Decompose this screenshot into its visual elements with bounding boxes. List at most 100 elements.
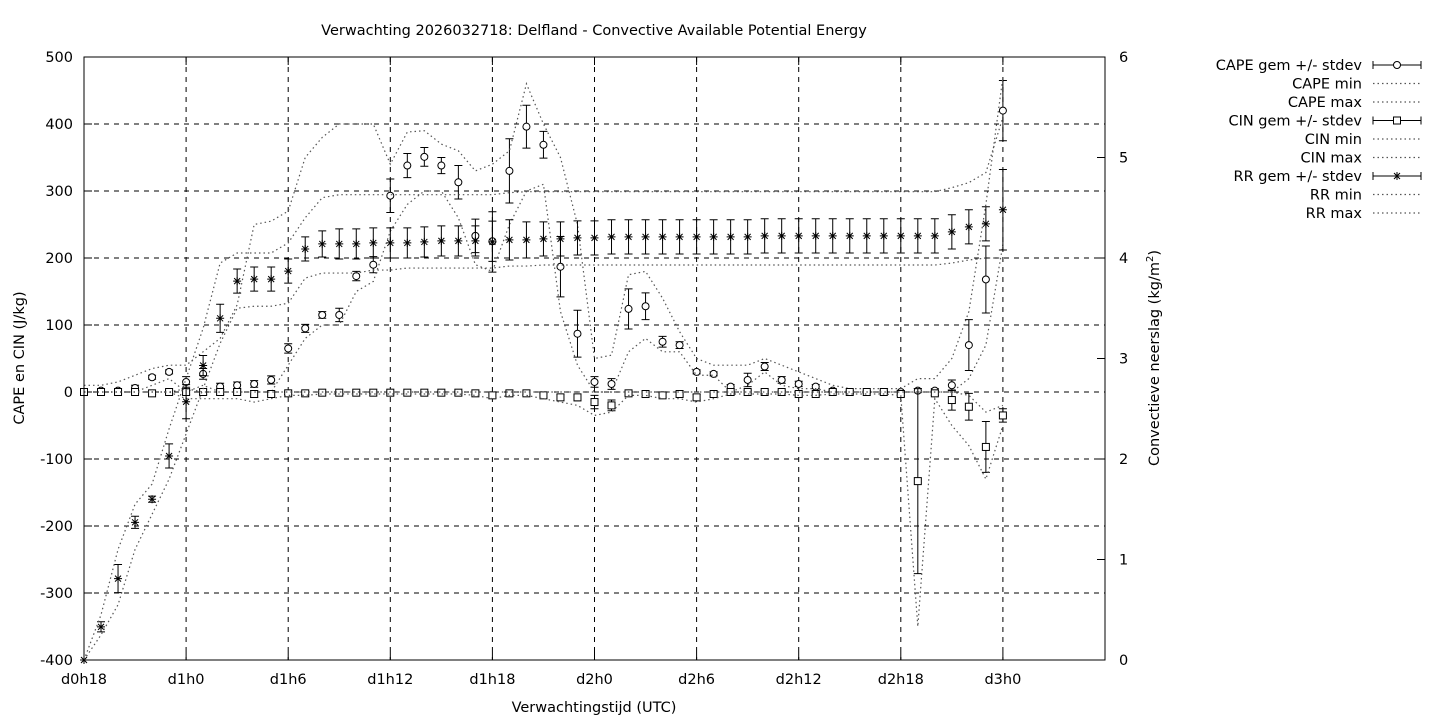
- data-point: [403, 388, 412, 397]
- series-line: [83, 117, 1004, 661]
- y-tick-label: -300: [40, 586, 73, 602]
- x-tick-label: d0h18: [61, 672, 107, 688]
- legend-marker: [1393, 61, 1401, 69]
- data-point: [930, 231, 939, 240]
- data-point: [760, 231, 769, 240]
- data-point: [301, 244, 310, 253]
- data-point: [97, 622, 106, 631]
- data-point: [624, 389, 633, 398]
- y2-tick-label: 3: [1119, 352, 1128, 368]
- data-point: [165, 388, 174, 396]
- y2-axis-label: Convectieve neerslag (kg/m2): [1145, 250, 1163, 466]
- data-point: [556, 262, 565, 271]
- data-point: [114, 574, 123, 583]
- plot-frame: [83, 56, 1106, 661]
- series-line: [84, 183, 1004, 393]
- data-point: [794, 390, 803, 399]
- data-point: [267, 390, 276, 399]
- data-point: [522, 235, 531, 244]
- data-point: [352, 239, 361, 248]
- data-point: [998, 106, 1007, 115]
- data-point: [811, 390, 820, 399]
- data-point: [607, 232, 616, 241]
- data-point: [386, 191, 395, 200]
- data-point: [250, 275, 259, 284]
- data-point: [403, 161, 412, 170]
- x-tick-label: d1h0: [168, 672, 205, 688]
- data-point: [488, 391, 497, 400]
- legend-label: CAPE max: [1288, 95, 1363, 111]
- legend-marker: [1393, 116, 1401, 125]
- y-tick-label: 400: [45, 117, 73, 133]
- data-point: [505, 166, 514, 175]
- y-tick-label: -100: [40, 452, 73, 468]
- data-point: [335, 239, 344, 248]
- x-tick-label: d2h12: [776, 672, 822, 688]
- data-point: [539, 140, 548, 149]
- series-4: [84, 391, 1004, 627]
- data-point: [845, 231, 854, 240]
- data-point: [675, 341, 684, 350]
- data-point: [930, 389, 939, 398]
- series-7: [83, 257, 1003, 661]
- data-point: [318, 310, 327, 319]
- data-point: [675, 232, 684, 241]
- data-point: [811, 231, 820, 240]
- series-8: [83, 117, 1004, 661]
- data-point: [267, 275, 276, 284]
- data-point: [998, 205, 1007, 214]
- data-point: [165, 367, 174, 376]
- data-point: [590, 233, 599, 242]
- legend-label: RR gem +/- stdev: [1234, 169, 1363, 185]
- data-point: [624, 304, 633, 313]
- data-point: [233, 381, 242, 390]
- data-point: [505, 389, 514, 398]
- y2-axis-label-superscript: 2: [1145, 256, 1156, 262]
- y-tick-label: 200: [45, 251, 73, 267]
- data-point: [777, 231, 786, 240]
- data-point: [692, 393, 701, 402]
- series-line: [84, 391, 1004, 627]
- data-point: [743, 232, 752, 241]
- data-point: [199, 361, 208, 370]
- data-point: [675, 390, 684, 399]
- y2-axis: 6 5 4 3 2 1 0: [1097, 50, 1128, 669]
- y-tick-label: 100: [45, 318, 73, 334]
- legend-label: RR max: [1306, 206, 1363, 222]
- data-point: [709, 390, 718, 399]
- series-6: [80, 169, 1007, 664]
- plot-series: [80, 77, 1007, 664]
- x-tick-label: d1h18: [469, 672, 515, 688]
- data-point: [284, 267, 293, 276]
- data-point: [828, 231, 837, 240]
- data-point: [641, 232, 650, 241]
- y-tick-label: -200: [40, 519, 73, 535]
- data-point: [760, 362, 769, 371]
- data-point: [573, 393, 582, 402]
- legend-marker: [1393, 172, 1401, 180]
- data-point: [437, 236, 446, 245]
- data-point: [709, 232, 718, 241]
- data-point: [981, 275, 990, 284]
- data-point: [182, 397, 191, 406]
- legend-label: CAPE gem +/- stdev: [1216, 58, 1363, 74]
- data-point: [539, 234, 548, 243]
- data-point: [794, 231, 803, 240]
- data-point: [743, 375, 752, 384]
- data-point: [386, 238, 395, 247]
- data-point: [556, 234, 565, 243]
- data-point: [301, 389, 310, 398]
- data-point: [437, 388, 446, 397]
- data-point: [947, 227, 956, 236]
- data-point: [369, 238, 378, 247]
- data-point: [165, 451, 174, 460]
- data-point: [369, 260, 378, 269]
- data-point: [947, 396, 956, 405]
- data-point: [420, 152, 429, 161]
- data-point: [522, 389, 531, 398]
- legend-label: RR min: [1310, 188, 1362, 204]
- data-point: [420, 388, 429, 397]
- x-axis: d0h18 d1h0 d1h6 d1h12 d1h18 d2h0 d2h6 d2h12 d2h1…: [61, 57, 1021, 688]
- data-point: [454, 236, 463, 245]
